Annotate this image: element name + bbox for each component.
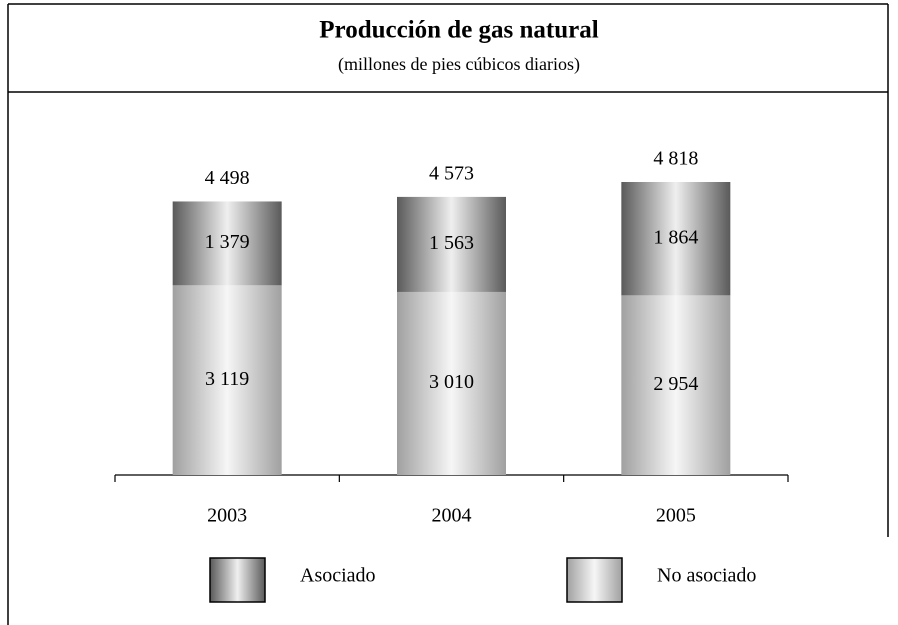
- bar-segment: [172, 285, 282, 475]
- legend-swatch: [209, 557, 266, 603]
- total-label: 4 498: [205, 167, 250, 189]
- legend-swatch: [566, 557, 623, 603]
- bar-segment: [621, 295, 731, 475]
- segment-label: 2 954: [653, 373, 698, 395]
- bar-segment: [621, 182, 731, 296]
- total-label: 4 573: [429, 162, 474, 184]
- chart-subtitle: (millones de pies cúbicos diarios): [338, 54, 580, 75]
- legend-label: Asociado: [300, 565, 376, 587]
- segment-label: 1 379: [205, 231, 250, 253]
- x-tick-label: 2004: [432, 505, 472, 527]
- segment-label: 3 119: [205, 368, 249, 390]
- bar-segment: [172, 201, 282, 286]
- segment-label: 1 864: [653, 226, 698, 248]
- legend-label: No asociado: [657, 565, 756, 587]
- x-tick-label: 2003: [207, 505, 247, 527]
- bar-segment: [397, 196, 506, 292]
- total-label: 4 818: [653, 148, 698, 170]
- segment-label: 1 563: [429, 232, 474, 254]
- bar-segment: [397, 291, 506, 475]
- segment-label: 3 010: [429, 371, 474, 393]
- x-tick-label: 2005: [656, 505, 696, 527]
- chart-title: Producción de gas natural: [319, 17, 598, 44]
